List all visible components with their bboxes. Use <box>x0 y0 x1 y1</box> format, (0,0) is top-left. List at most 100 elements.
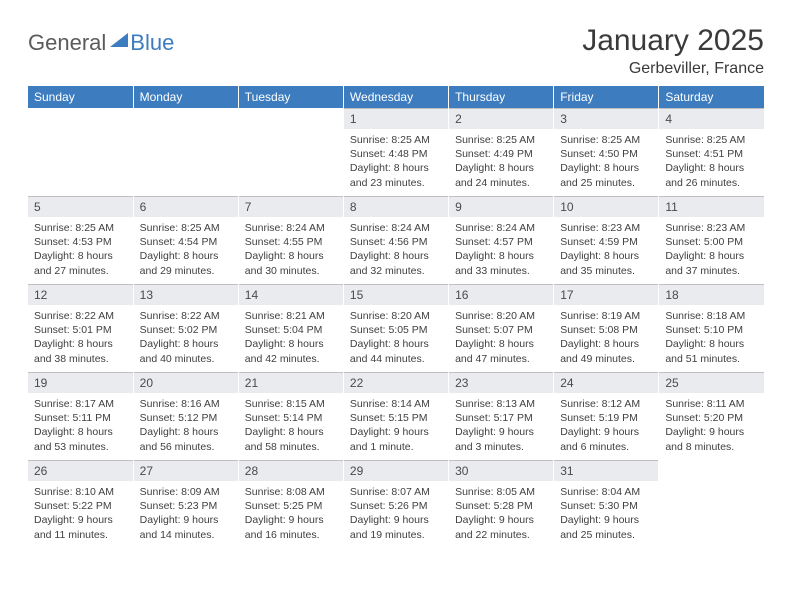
calendar-day-cell: 19Sunrise: 8:17 AMSunset: 5:11 PMDayligh… <box>28 372 133 460</box>
day-number: 18 <box>659 284 764 305</box>
calendar-day-cell: 5Sunrise: 8:25 AMSunset: 4:53 PMDaylight… <box>28 196 133 284</box>
day-details: Sunrise: 8:07 AMSunset: 5:26 PMDaylight:… <box>344 481 448 548</box>
calendar-day-cell: 2Sunrise: 8:25 AMSunset: 4:49 PMDaylight… <box>449 108 554 196</box>
logo-text-general: General <box>28 30 106 56</box>
day-number: 24 <box>554 372 658 393</box>
calendar-day-cell: 23Sunrise: 8:13 AMSunset: 5:17 PMDayligh… <box>449 372 554 460</box>
weekday-header: Saturday <box>659 86 764 108</box>
calendar-day-cell: 8Sunrise: 8:24 AMSunset: 4:56 PMDaylight… <box>343 196 448 284</box>
day-details: Sunrise: 8:15 AMSunset: 5:14 PMDaylight:… <box>239 393 343 460</box>
day-details: Sunrise: 8:14 AMSunset: 5:15 PMDaylight:… <box>344 393 448 460</box>
day-details: Sunrise: 8:19 AMSunset: 5:08 PMDaylight:… <box>554 305 658 372</box>
calendar-day-cell: 1Sunrise: 8:25 AMSunset: 4:48 PMDaylight… <box>343 108 448 196</box>
day-number: 27 <box>134 460 238 481</box>
day-details: Sunrise: 8:25 AMSunset: 4:53 PMDaylight:… <box>28 217 133 284</box>
day-number: 22 <box>344 372 448 393</box>
day-details: Sunrise: 8:23 AMSunset: 4:59 PMDaylight:… <box>554 217 658 284</box>
calendar-day-cell: 9Sunrise: 8:24 AMSunset: 4:57 PMDaylight… <box>449 196 554 284</box>
calendar-day-cell: 10Sunrise: 8:23 AMSunset: 4:59 PMDayligh… <box>554 196 659 284</box>
calendar-week-row: ......1Sunrise: 8:25 AMSunset: 4:48 PMDa… <box>28 108 764 196</box>
calendar-day-cell: 26Sunrise: 8:10 AMSunset: 5:22 PMDayligh… <box>28 460 133 548</box>
day-details: Sunrise: 8:16 AMSunset: 5:12 PMDaylight:… <box>134 393 238 460</box>
day-number: 5 <box>28 196 133 217</box>
calendar-day-cell: 6Sunrise: 8:25 AMSunset: 4:54 PMDaylight… <box>133 196 238 284</box>
day-number: 10 <box>554 196 658 217</box>
location-label: Gerbeviller, France <box>582 60 764 78</box>
day-number: 3 <box>554 108 658 129</box>
day-details: Sunrise: 8:21 AMSunset: 5:04 PMDaylight:… <box>239 305 343 372</box>
weekday-header: Wednesday <box>343 86 448 108</box>
day-details: Sunrise: 8:09 AMSunset: 5:23 PMDaylight:… <box>134 481 238 548</box>
calendar-day-cell: 20Sunrise: 8:16 AMSunset: 5:12 PMDayligh… <box>133 372 238 460</box>
calendar-day-cell: .. <box>238 108 343 196</box>
day-number: 31 <box>554 460 658 481</box>
day-number: 21 <box>239 372 343 393</box>
calendar-day-cell: 24Sunrise: 8:12 AMSunset: 5:19 PMDayligh… <box>554 372 659 460</box>
day-details: Sunrise: 8:12 AMSunset: 5:19 PMDaylight:… <box>554 393 658 460</box>
day-number: 20 <box>134 372 238 393</box>
calendar-day-cell: 15Sunrise: 8:20 AMSunset: 5:05 PMDayligh… <box>343 284 448 372</box>
weekday-header: Friday <box>554 86 659 108</box>
calendar-day-cell: 27Sunrise: 8:09 AMSunset: 5:23 PMDayligh… <box>133 460 238 548</box>
page-title: January 2025 <box>582 24 764 58</box>
day-details: Sunrise: 8:24 AMSunset: 4:55 PMDaylight:… <box>239 217 343 284</box>
day-number: 4 <box>659 108 764 129</box>
day-number: 29 <box>344 460 448 481</box>
day-number: 28 <box>239 460 343 481</box>
logo-triangle-icon <box>110 33 128 47</box>
day-details: Sunrise: 8:23 AMSunset: 5:00 PMDaylight:… <box>659 217 764 284</box>
day-details: Sunrise: 8:25 AMSunset: 4:54 PMDaylight:… <box>134 217 238 284</box>
calendar-day-cell: 30Sunrise: 8:05 AMSunset: 5:28 PMDayligh… <box>449 460 554 548</box>
calendar-day-cell: 31Sunrise: 8:04 AMSunset: 5:30 PMDayligh… <box>554 460 659 548</box>
weekday-header: Tuesday <box>238 86 343 108</box>
weekday-header-row: Sunday Monday Tuesday Wednesday Thursday… <box>28 86 764 108</box>
calendar-day-cell: 29Sunrise: 8:07 AMSunset: 5:26 PMDayligh… <box>343 460 448 548</box>
calendar-table: Sunday Monday Tuesday Wednesday Thursday… <box>28 86 764 548</box>
calendar-day-cell: 12Sunrise: 8:22 AMSunset: 5:01 PMDayligh… <box>28 284 133 372</box>
day-details: Sunrise: 8:22 AMSunset: 5:02 PMDaylight:… <box>134 305 238 372</box>
day-details: Sunrise: 8:08 AMSunset: 5:25 PMDaylight:… <box>239 481 343 548</box>
calendar-day-cell: 7Sunrise: 8:24 AMSunset: 4:55 PMDaylight… <box>238 196 343 284</box>
calendar-week-row: 19Sunrise: 8:17 AMSunset: 5:11 PMDayligh… <box>28 372 764 460</box>
header: General Blue January 2025 Gerbeviller, F… <box>28 24 764 78</box>
day-details: Sunrise: 8:18 AMSunset: 5:10 PMDaylight:… <box>659 305 764 372</box>
calendar-day-cell: 17Sunrise: 8:19 AMSunset: 5:08 PMDayligh… <box>554 284 659 372</box>
day-number: 23 <box>449 372 553 393</box>
day-number: 9 <box>449 196 553 217</box>
calendar-day-cell: 28Sunrise: 8:08 AMSunset: 5:25 PMDayligh… <box>238 460 343 548</box>
day-details: Sunrise: 8:24 AMSunset: 4:56 PMDaylight:… <box>344 217 448 284</box>
weekday-header: Sunday <box>28 86 133 108</box>
day-number: 11 <box>659 196 764 217</box>
day-details: Sunrise: 8:22 AMSunset: 5:01 PMDaylight:… <box>28 305 133 372</box>
day-details: Sunrise: 8:10 AMSunset: 5:22 PMDaylight:… <box>28 481 133 548</box>
day-number: 2 <box>449 108 553 129</box>
day-number: 12 <box>28 284 133 305</box>
title-block: January 2025 Gerbeviller, France <box>582 24 764 78</box>
day-number: 8 <box>344 196 448 217</box>
day-number: 26 <box>28 460 133 481</box>
day-number: 25 <box>659 372 764 393</box>
day-details: Sunrise: 8:17 AMSunset: 5:11 PMDaylight:… <box>28 393 133 460</box>
calendar-day-cell: 16Sunrise: 8:20 AMSunset: 5:07 PMDayligh… <box>449 284 554 372</box>
weekday-header: Monday <box>133 86 238 108</box>
day-number: 17 <box>554 284 658 305</box>
day-details: Sunrise: 8:24 AMSunset: 4:57 PMDaylight:… <box>449 217 553 284</box>
day-details: Sunrise: 8:25 AMSunset: 4:48 PMDaylight:… <box>344 129 448 196</box>
calendar-day-cell: 3Sunrise: 8:25 AMSunset: 4:50 PMDaylight… <box>554 108 659 196</box>
day-number: 30 <box>449 460 553 481</box>
weekday-header: Thursday <box>449 86 554 108</box>
day-number: 15 <box>344 284 448 305</box>
day-details: Sunrise: 8:11 AMSunset: 5:20 PMDaylight:… <box>659 393 764 460</box>
day-details: Sunrise: 8:04 AMSunset: 5:30 PMDaylight:… <box>554 481 658 548</box>
day-details: Sunrise: 8:13 AMSunset: 5:17 PMDaylight:… <box>449 393 553 460</box>
day-details: Sunrise: 8:05 AMSunset: 5:28 PMDaylight:… <box>449 481 553 548</box>
calendar-week-row: 12Sunrise: 8:22 AMSunset: 5:01 PMDayligh… <box>28 284 764 372</box>
day-details: Sunrise: 8:20 AMSunset: 5:07 PMDaylight:… <box>449 305 553 372</box>
calendar-day-cell: 14Sunrise: 8:21 AMSunset: 5:04 PMDayligh… <box>238 284 343 372</box>
day-number: 7 <box>239 196 343 217</box>
calendar-day-cell: .. <box>28 108 133 196</box>
calendar-week-row: 5Sunrise: 8:25 AMSunset: 4:53 PMDaylight… <box>28 196 764 284</box>
calendar-day-cell: 13Sunrise: 8:22 AMSunset: 5:02 PMDayligh… <box>133 284 238 372</box>
day-number: 16 <box>449 284 553 305</box>
calendar-day-cell: 11Sunrise: 8:23 AMSunset: 5:00 PMDayligh… <box>659 196 764 284</box>
